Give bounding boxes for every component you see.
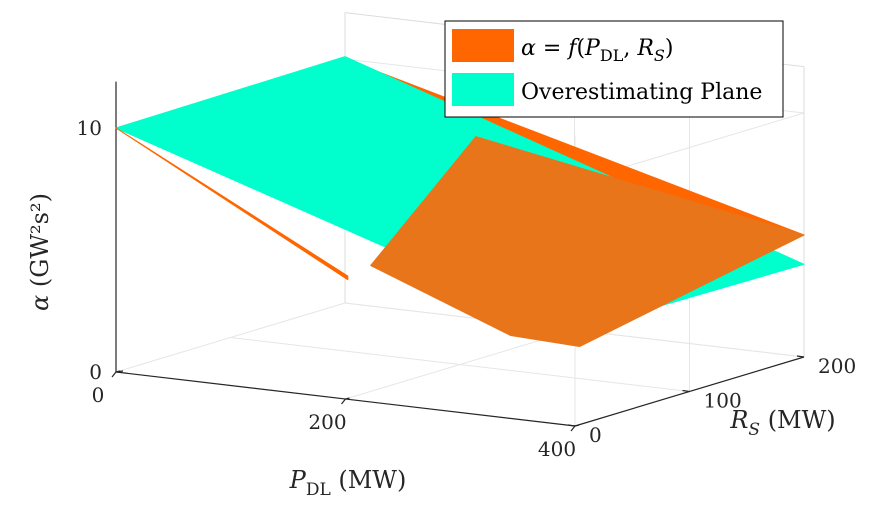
y-axis-label: RS (MW): [729, 406, 835, 440]
x-tick-inner-1: [345, 397, 350, 400]
x-tick-1: [341, 398, 346, 405]
y-tick-1: [682, 389, 690, 393]
label-layer: 0 200 400 0 100 200 0 10 PDL (MW) RS (MW) α (GW²s²…: [26, 116, 856, 500]
legend-entry-function: α = f(PDL, RS): [521, 36, 673, 65]
x-tick-label: 400: [538, 437, 576, 461]
z-tick-label: 10: [77, 116, 102, 140]
z-axis-label: α (GW²s²): [26, 193, 54, 311]
legend-swatch: [452, 73, 514, 106]
x-tick-0: [111, 371, 117, 378]
x-tick-label: 200: [308, 410, 346, 434]
z-tick-0: [115, 370, 124, 373]
legend: α = f(PDL, RS) Overestimating Plane: [444, 20, 784, 118]
y-tick-label: 100: [704, 389, 742, 413]
surface-actual-function-front: [370, 136, 805, 347]
legend-entry-plane: Overestimating Plane: [521, 80, 762, 105]
grid-line-y-floor-1: [230, 337, 690, 392]
x-axis-label: PDL (MW): [289, 466, 407, 500]
z-tick-label: 0: [89, 360, 102, 384]
x-tick-2: [570, 425, 576, 432]
legend-swatch: [452, 29, 514, 62]
y-tick-label: 200: [818, 354, 856, 378]
x-tick-inner-2: [574, 424, 580, 427]
surface-actual-function-edge: [115, 127, 349, 281]
axis-layer: [111, 81, 805, 432]
y-tick-2: [796, 355, 805, 358]
y-tick-label: 0: [589, 423, 602, 447]
x-tick-label: 0: [92, 383, 105, 407]
y-tick-0: [567, 424, 576, 427]
surface-layer: [115, 56, 805, 347]
